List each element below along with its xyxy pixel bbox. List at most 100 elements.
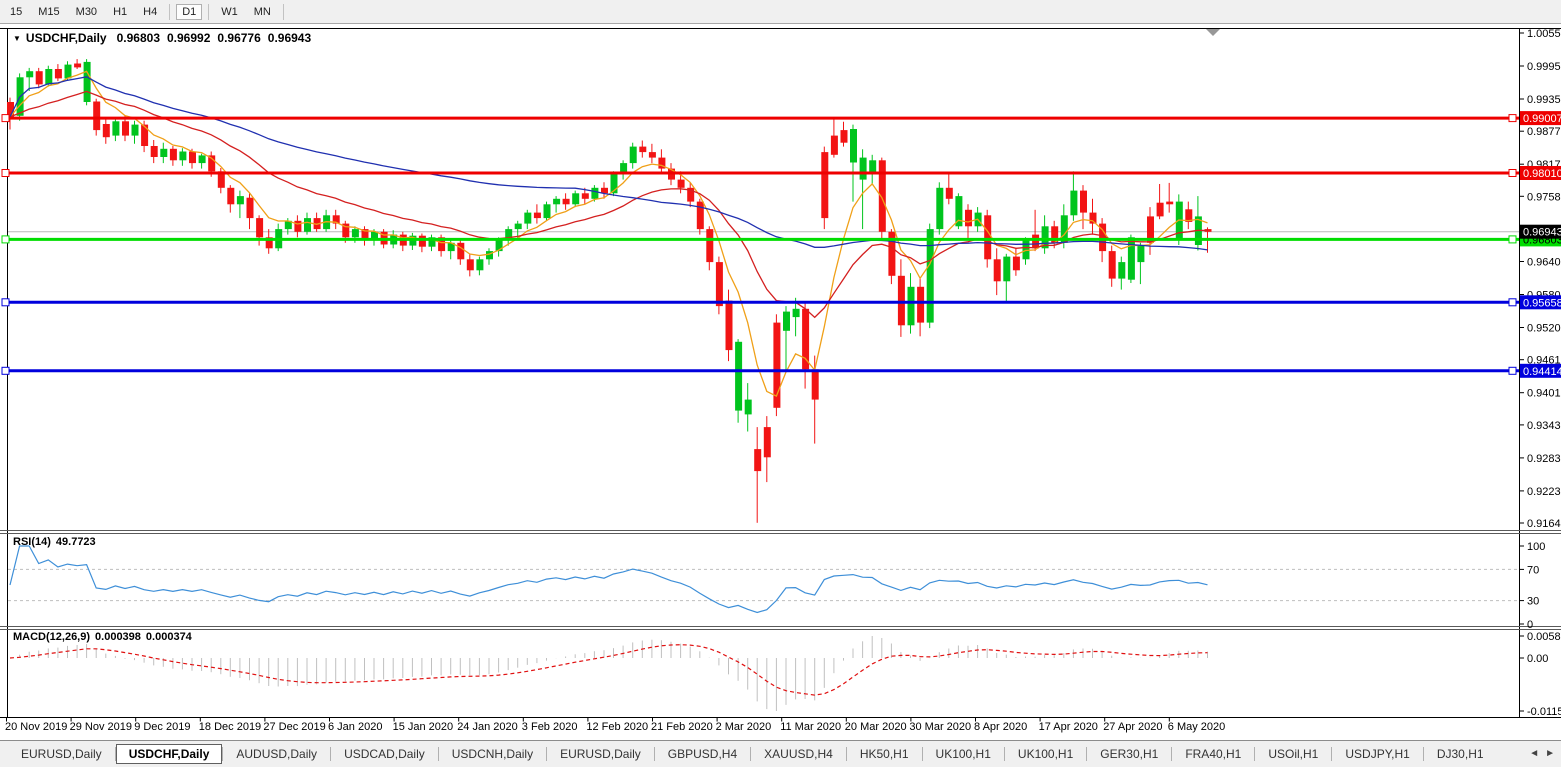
- tab-hk50-h1[interactable]: HK50,H1: [859, 747, 909, 761]
- toolbar-separator: [169, 3, 171, 20]
- date-label: 2 Mar 2020: [715, 721, 772, 733]
- tab-separator: [1254, 747, 1256, 761]
- svg-text:0.99955: 0.99955: [1527, 61, 1561, 73]
- tab-usdcad-daily[interactable]: USDCAD,Daily: [344, 747, 425, 761]
- level-price-label: [1520, 295, 1561, 310]
- svg-text:0.91645: 0.91645: [1527, 518, 1561, 530]
- svg-text:1.00555: 1.00555: [1527, 28, 1561, 40]
- level-price-label: [1520, 166, 1561, 180]
- tab-ger30-h1[interactable]: GER30,H1: [1100, 747, 1159, 761]
- timeframe-toolbar: 15 M15 M30 H1 H4 D1 W1 MN: [0, 0, 1561, 24]
- svg-text:0.95658: 0.95658: [1523, 297, 1561, 309]
- tab-separator: [845, 747, 847, 761]
- toolbar-separator: [208, 3, 210, 20]
- timeframe-button-MN[interactable]: MN: [253, 5, 271, 18]
- tab-usdcnh-daily[interactable]: USDCNH,Daily: [451, 747, 534, 761]
- svg-text:0.00: 0.00: [1527, 653, 1548, 665]
- date-label: 8 Apr 2020: [974, 721, 1028, 733]
- tab-separator: [1003, 747, 1005, 761]
- chart-shift-icon: [1206, 29, 1220, 36]
- tab-separator: [222, 747, 224, 761]
- tab-separator: [1086, 747, 1088, 761]
- tab-audusd-daily[interactable]: AUDUSD,Daily: [236, 747, 318, 761]
- tab-scroll-right-icon[interactable]: ►: [1545, 748, 1555, 759]
- date-label: 11 Mar 2020: [780, 721, 842, 733]
- candlestick-series: [7, 59, 1212, 523]
- toolbar-separator: [282, 3, 284, 20]
- svg-text:0.94414: 0.94414: [1523, 366, 1561, 378]
- current-price-label: [1520, 224, 1561, 239]
- date-label: 27 Dec 2019: [263, 721, 326, 733]
- timeframe-button-M15[interactable]: M15: [38, 5, 60, 18]
- svg-text:100: 100: [1527, 541, 1545, 553]
- date-label: 21 Feb 2020: [651, 721, 713, 733]
- date-label: 29 Nov 2019: [69, 721, 132, 733]
- tab-separator: [1331, 747, 1333, 761]
- tab-dj30-h1[interactable]: DJ30,H1: [1436, 747, 1484, 761]
- tab-usdjpy-h1[interactable]: USDJPY,H1: [1345, 747, 1410, 761]
- date-label: 17 Apr 2020: [1038, 721, 1098, 733]
- time-axis[interactable]: 20 Nov 2019 29 Nov 2019 9 Dec 2019 18 Dec 2…: [0, 720, 1519, 736]
- date-label: 9 Dec 2019: [134, 721, 191, 733]
- date-label: 20 Mar 2020: [844, 721, 907, 733]
- svg-text:0.94615: 0.94615: [1527, 355, 1561, 367]
- ma-slow: [9, 76, 1208, 251]
- tab-separator: [330, 747, 332, 761]
- svg-text:0.94015: 0.94015: [1527, 388, 1561, 400]
- svg-text:0.98010: 0.98010: [1523, 168, 1561, 180]
- timeframe-button-15[interactable]: 15: [10, 5, 23, 18]
- tab-xauusd-h4[interactable]: XAUUSD,H4: [764, 747, 833, 761]
- timeframe-button-H1[interactable]: H1: [113, 5, 128, 18]
- tab-eurusd-daily[interactable]: EURUSD,Daily: [560, 747, 641, 761]
- moving-averages: [9, 70, 1208, 397]
- tab-fra40-h1[interactable]: FRA40,H1: [1185, 747, 1242, 761]
- macd-signal-line: [9, 644, 1208, 696]
- svg-text:0.96943: 0.96943: [1523, 227, 1561, 239]
- tab-separator: [1171, 747, 1173, 761]
- svg-text:-0.011514: -0.011514: [1527, 706, 1561, 718]
- price-axis[interactable]: 1.005550.999550.993550.987700.981700.975…: [1519, 28, 1561, 530]
- chart-tab-bar: EURUSD,Daily USDCHF,Daily AUDUSD,Daily USDC…: [0, 740, 1561, 767]
- tab-usoil-h1[interactable]: USOil,H1: [1268, 747, 1319, 761]
- timeframe-button-D1[interactable]: D1: [176, 3, 203, 20]
- date-label: 24 Jan 2020: [457, 721, 518, 733]
- date-label: 30 Mar 2020: [909, 721, 972, 733]
- svg-text:0.99355: 0.99355: [1527, 94, 1561, 106]
- svg-text:0: 0: [1527, 619, 1533, 631]
- rsi-panel: 100 70 30 0: [8, 541, 1545, 631]
- tab-separator: [114, 747, 116, 761]
- svg-text:0.005818: 0.005818: [1527, 631, 1561, 643]
- tab-separator: [653, 747, 655, 761]
- rsi-line: [9, 545, 1208, 614]
- tab-gbpusd-h4[interactable]: GBPUSD,H4: [667, 747, 738, 761]
- timeframe-button-W1[interactable]: W1: [221, 5, 238, 18]
- svg-text:70: 70: [1527, 564, 1539, 576]
- svg-text:30: 30: [1527, 596, 1539, 608]
- date-label: 3 Feb 2020: [521, 721, 578, 733]
- tab-scroll-left-icon[interactable]: ◄: [1529, 748, 1540, 759]
- macd-panel: 0.005818 0.00 -0.011514: [9, 631, 1561, 718]
- tab-separator: [750, 747, 752, 761]
- tab-separator: [437, 747, 439, 761]
- tab-eurusd-daily[interactable]: EURUSD,Daily: [21, 747, 102, 761]
- tab-uk100-h1[interactable]: UK100,H1: [1017, 747, 1074, 761]
- tab-usdchf-daily[interactable]: USDCHF,Daily: [115, 744, 223, 764]
- chart-frame: [0, 28, 1561, 722]
- tab-scroll-arrows: ◄ ►: [1523, 748, 1555, 759]
- date-label: 27 Apr 2020: [1103, 721, 1163, 733]
- timeframe-button-H4[interactable]: H4: [143, 5, 158, 18]
- tab-separator: [921, 747, 923, 761]
- tab-uk100-h1[interactable]: UK100,H1: [935, 747, 991, 761]
- timeframe-button-M30[interactable]: M30: [75, 5, 98, 18]
- tab-separator: [546, 747, 548, 761]
- chart-canvas[interactable]: 1.005550.999550.993550.987700.981700.975…: [0, 25, 1561, 739]
- tab-separator: [1422, 747, 1424, 761]
- date-label: 18 Dec 2019: [198, 721, 262, 733]
- ma-fast: [9, 70, 1208, 397]
